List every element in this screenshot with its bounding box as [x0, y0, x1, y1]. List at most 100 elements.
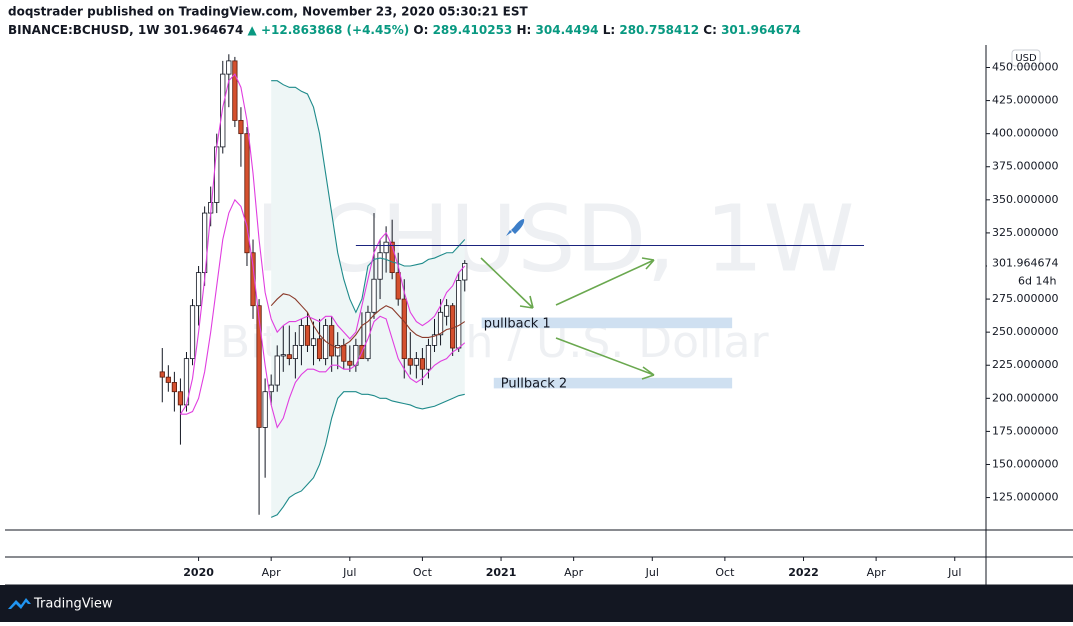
candle-body	[274, 355, 280, 386]
footer-brand: TradingView	[33, 597, 113, 612]
zone-label: Pullback 2	[501, 377, 567, 392]
candle-body	[268, 384, 274, 393]
x-tick-label: 2021	[486, 566, 517, 579]
candle-body	[256, 305, 262, 428]
candle-body	[214, 146, 220, 203]
candle-body	[407, 358, 413, 366]
candle-body	[444, 305, 450, 317]
y-tick-label: 125.000000	[992, 491, 1058, 504]
x-tick-label: Jul	[645, 566, 659, 579]
candle-body	[244, 133, 250, 254]
zone	[493, 377, 733, 389]
watermark: BCHUSD, 1W	[255, 185, 854, 292]
candle-body	[226, 60, 232, 75]
candle-body	[165, 376, 171, 383]
h-value: 304.4494	[536, 23, 599, 37]
footer-logo	[8, 598, 31, 609]
c-label: C:	[703, 23, 717, 37]
header-line: BINANCE:BCHUSD, 1W 301.964674 ▲ +12.8638…	[8, 23, 801, 37]
o-label: O:	[413, 23, 428, 37]
candle-body	[304, 325, 311, 346]
candle-body	[335, 344, 341, 357]
candle-body	[292, 344, 298, 360]
candle-body	[316, 338, 323, 360]
l-value: 280.758412	[619, 23, 699, 37]
candle-body	[462, 262, 468, 281]
candle-body	[286, 354, 292, 360]
x-tick-label: Jul	[342, 566, 356, 579]
candle-body	[377, 252, 383, 280]
candle-body	[365, 311, 371, 360]
candle-body	[310, 338, 317, 346]
candle-body	[232, 60, 238, 121]
candle-body	[401, 298, 407, 360]
y-tick-label: 425.000000	[992, 94, 1058, 107]
y-tick-label: 375.000000	[992, 160, 1058, 173]
y-tick-label: 250.000000	[992, 325, 1058, 338]
zone	[481, 317, 733, 329]
candle-body	[159, 371, 165, 378]
footer-bar	[0, 585, 1073, 622]
candle-body	[450, 305, 456, 349]
candle-body	[389, 241, 395, 274]
x-tick-label: Apr	[564, 566, 584, 579]
candle-body	[431, 334, 438, 346]
candle-body	[419, 358, 426, 370]
change: ▲ +12.863868 (+4.45%)	[248, 23, 410, 37]
x-tick-label: Oct	[715, 566, 735, 579]
candle-body	[437, 311, 444, 336]
candle-body	[238, 120, 244, 135]
candle-body	[262, 391, 268, 428]
c-value: 301.964674	[721, 23, 801, 37]
y-tick-label: 400.000000	[992, 127, 1058, 140]
candle-body	[298, 325, 305, 346]
x-tick-label: Oct	[413, 566, 433, 579]
h-label: H:	[516, 23, 531, 37]
y-tick-label: 225.000000	[992, 358, 1058, 371]
candle-body	[371, 278, 377, 313]
arrows	[480, 257, 655, 380]
candle-body	[171, 382, 177, 393]
y-tick-label: 350.000000	[992, 193, 1058, 206]
indicator-line	[180, 198, 466, 429]
zone-label: pullback 1	[484, 316, 551, 331]
rocket-icon	[506, 219, 525, 236]
currency: USD	[1015, 53, 1037, 64]
indicator-line	[179, 73, 466, 415]
candle-body	[395, 272, 401, 300]
candle-body	[323, 325, 329, 360]
y-tick-label: 275.000000	[992, 292, 1058, 305]
indicator-line	[270, 293, 466, 349]
candle-body	[329, 325, 335, 357]
candle-body	[456, 280, 462, 349]
candle-body	[347, 360, 353, 366]
candle-body	[177, 391, 184, 406]
candle-body	[383, 241, 389, 254]
countdown: 6d 14h	[1018, 274, 1056, 287]
candle-body	[280, 354, 286, 357]
l-label: L:	[603, 23, 615, 37]
header-author: doqstrader published on TradingView.com,…	[8, 5, 528, 19]
y-tick-label: 325.000000	[992, 226, 1058, 239]
candle-body	[195, 272, 202, 307]
y-tick-label: 150.000000	[992, 457, 1058, 470]
x-tick-label: 2020	[183, 566, 214, 579]
indicator-line	[271, 80, 466, 314]
candle-body	[250, 252, 256, 307]
symbol: BINANCE:BCHUSD, 1W	[8, 23, 159, 37]
y-tick-label: 450.000000	[992, 60, 1058, 73]
o-value: 289.410253	[433, 23, 513, 37]
last-price: 301.964674	[164, 23, 244, 37]
y-tick-label: 200.000000	[992, 391, 1058, 404]
candle-body	[341, 344, 347, 362]
x-tick-label: Apr	[867, 566, 887, 579]
x-tick-label: 2022	[788, 566, 819, 579]
x-tick-label: Jul	[947, 566, 961, 579]
currency-box	[1011, 49, 1041, 67]
candle-body	[425, 344, 432, 370]
indicator-line	[270, 391, 465, 518]
price-box	[987, 254, 1073, 273]
y-tick-label: 175.000000	[992, 424, 1058, 437]
band-fill	[271, 80, 465, 518]
